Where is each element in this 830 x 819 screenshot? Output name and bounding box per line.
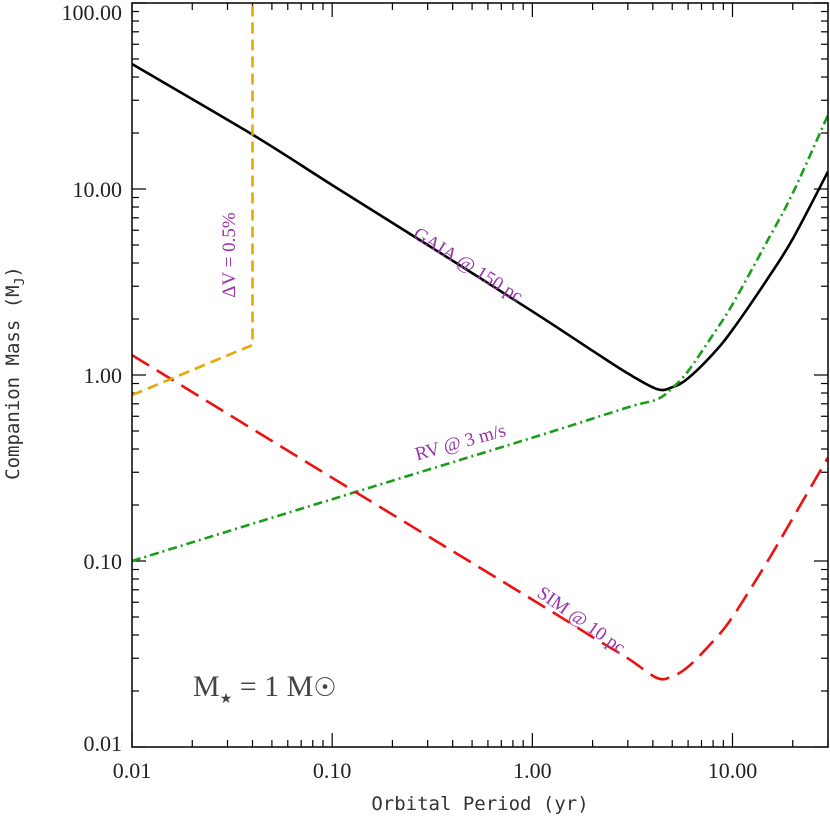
x-tick-label: 10.00 <box>708 758 758 783</box>
rv-curve <box>132 114 828 563</box>
y-axis-label: Companion Mass (MJ) <box>2 266 28 480</box>
x-tick-label: 1.00 <box>513 758 552 783</box>
sim-curve <box>132 353 828 681</box>
delta-v-curve-label: ΔV = 0.5% <box>219 212 240 298</box>
x-axis-label: Orbital Period (yr) <box>371 793 588 815</box>
delta-v-curve <box>132 3 254 397</box>
x-tick-label: 0.01 <box>113 758 152 783</box>
y-tick-label: 0.01 <box>84 731 123 756</box>
y-tick-label: 0.10 <box>84 549 123 574</box>
y-tick-label: 10.00 <box>73 177 123 202</box>
y-tick-label: 100.00 <box>62 0 123 25</box>
stellar-mass-annotation: M★ = 1 M☉ <box>193 670 337 707</box>
x-tick-label: 0.10 <box>313 758 352 783</box>
curves-layer <box>132 3 828 681</box>
plot-frame <box>131 2 829 748</box>
y-tick-label: 1.00 <box>84 363 123 388</box>
tick-labels-layer: 0.01 0.10 1.00 10.00 0.01 0.10 1.00 10.00 100.00 <box>62 0 758 783</box>
gaia-curve <box>132 62 828 392</box>
